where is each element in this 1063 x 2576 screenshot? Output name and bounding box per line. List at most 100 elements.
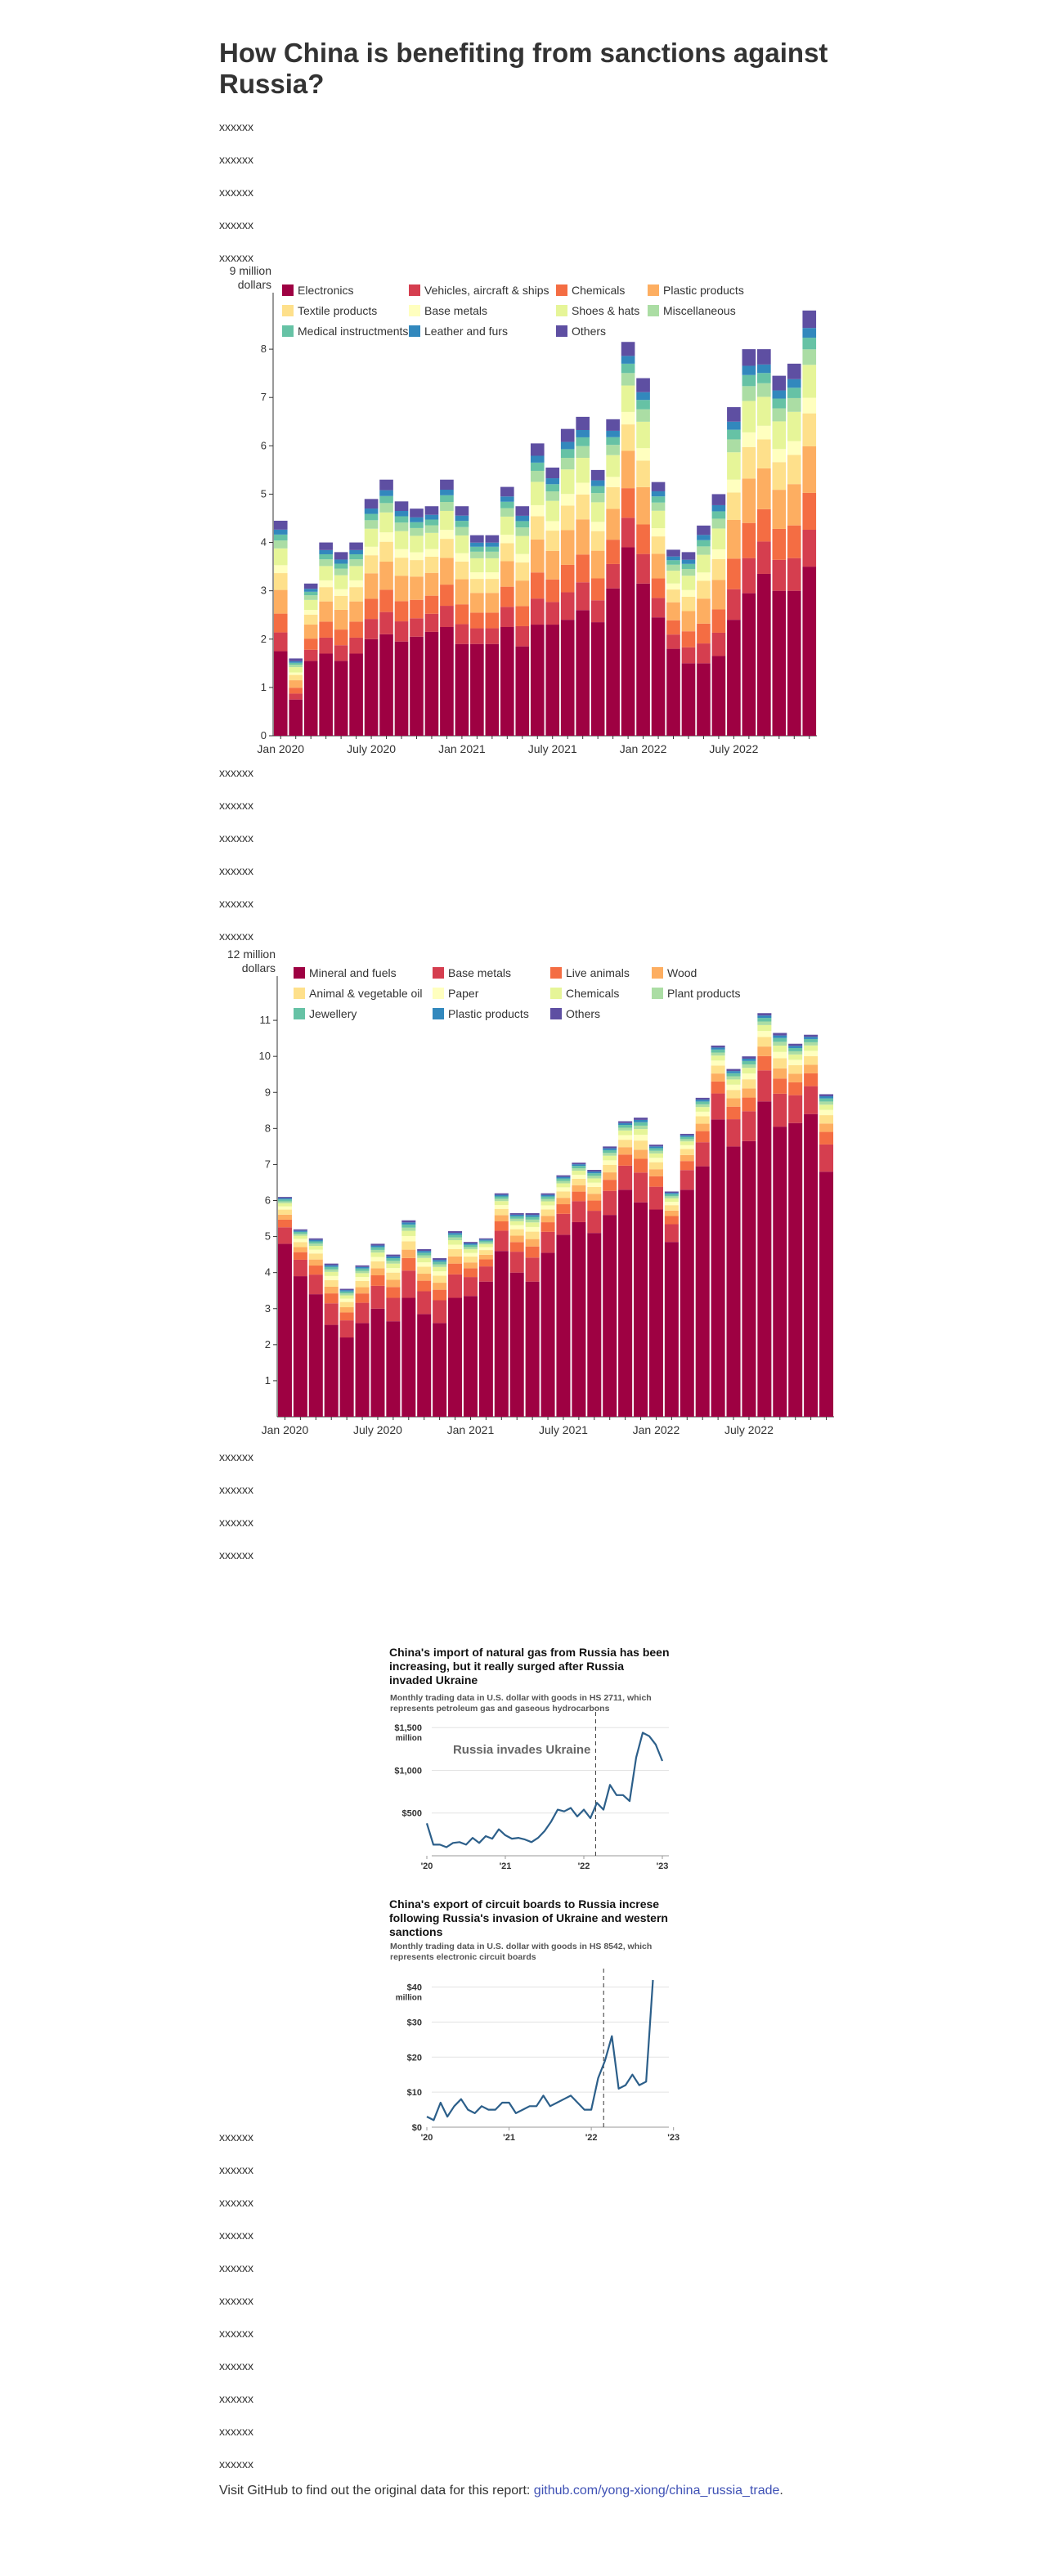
- bar-segment: [773, 1042, 787, 1046]
- bar-segment: [448, 1297, 463, 1417]
- bar-segment: [455, 521, 469, 527]
- bar-segment: [636, 409, 650, 422]
- bar-segment: [587, 1186, 602, 1194]
- bar-segment: [540, 1222, 555, 1232]
- event-annotation: Russia invades Ukraine: [453, 1743, 590, 1757]
- bar-segment: [540, 1231, 555, 1253]
- bar-segment: [787, 484, 801, 526]
- bar-segment: [319, 621, 333, 638]
- bar-segment: [386, 1258, 401, 1261]
- bar-segment: [386, 1321, 401, 1417]
- paragraph-4-3: xxxxxx: [219, 2196, 253, 2209]
- bar-segment: [364, 546, 379, 556]
- bar-segment: [773, 1035, 787, 1038]
- bar-segment: [273, 529, 288, 535]
- bar-segment: [666, 549, 680, 557]
- bar-segment: [802, 530, 817, 567]
- bar-segment: [666, 560, 680, 565]
- legend-swatch: [648, 284, 659, 296]
- bar-segment: [742, 1058, 756, 1061]
- legend-swatch: [409, 325, 420, 337]
- bar-segment: [560, 494, 575, 506]
- bar-segment: [560, 592, 575, 620]
- bar-segment: [424, 525, 439, 533]
- y-tick-label: 6: [261, 439, 267, 451]
- bar-segment: [410, 576, 424, 600]
- bar-segment: [509, 1218, 524, 1221]
- bar-segment: [773, 1051, 787, 1059]
- bar-segment: [742, 446, 756, 479]
- bar-segment: [494, 1193, 509, 1195]
- bar-segment: [448, 1239, 463, 1245]
- bar-segment: [695, 1104, 710, 1108]
- bar-segment: [590, 578, 605, 601]
- bar-segment: [277, 1209, 292, 1215]
- bar-segment: [515, 625, 530, 647]
- bar-segment: [433, 1261, 447, 1265]
- bar-segment: [711, 580, 726, 610]
- bar-segment: [273, 540, 288, 549]
- bar-segment: [417, 1251, 432, 1253]
- bar-segment: [788, 1060, 803, 1065]
- bar-segment: [802, 349, 817, 365]
- bar-segment: [742, 365, 756, 375]
- bar-segment: [308, 1294, 323, 1417]
- bar-segment: [293, 1252, 307, 1260]
- bar-segment: [289, 665, 303, 668]
- bar-segment: [433, 1260, 447, 1262]
- bar-segment: [556, 1191, 571, 1198]
- x-tick-label: '22: [585, 2133, 598, 2143]
- bar-segment: [636, 421, 650, 449]
- bar-segment: [424, 514, 439, 520]
- bar-segment: [515, 535, 530, 554]
- bar-segment: [773, 1093, 787, 1127]
- bar-segment: [463, 1243, 478, 1245]
- bar-segment: [379, 503, 393, 513]
- bar-segment: [727, 452, 741, 480]
- paragraph-2-2: xxxxxx: [219, 799, 253, 812]
- bar-segment: [606, 437, 620, 446]
- bar-segment: [293, 1231, 307, 1234]
- bar-segment: [308, 1249, 323, 1254]
- bar-segment: [545, 467, 560, 479]
- bar-segment: [478, 1250, 493, 1255]
- bar-segment: [494, 1230, 509, 1252]
- bar-segment: [386, 1268, 401, 1273]
- bar-segment: [424, 613, 439, 632]
- bar-segment: [727, 439, 741, 453]
- bar-segment: [515, 562, 530, 581]
- paragraph-4-8: xxxxxx: [219, 2359, 253, 2372]
- bar-segment: [757, 508, 771, 542]
- bar-segment: [339, 1293, 354, 1296]
- bar-segment: [560, 469, 575, 495]
- bar-segment: [603, 1146, 617, 1149]
- bar-segment: [303, 614, 318, 625]
- bar-segment: [364, 528, 379, 547]
- bar-segment: [804, 1086, 819, 1114]
- bar-segment: [636, 378, 650, 392]
- bar-segment: [370, 1308, 385, 1417]
- bar-segment: [289, 693, 303, 700]
- bar-segment: [293, 1239, 307, 1243]
- bar-segment: [819, 1109, 834, 1116]
- bar-segment: [303, 610, 318, 615]
- x-tick-label: '23: [667, 2133, 680, 2143]
- y-tick-label: $40: [407, 1983, 422, 1993]
- bar-segment: [530, 516, 545, 540]
- bar-segment: [742, 558, 756, 594]
- bar-segment: [349, 653, 363, 736]
- github-link[interactable]: github.com/yong-xiong/china_russia_trade: [533, 2484, 780, 2498]
- bar-segment: [634, 1140, 648, 1150]
- bar-segment: [277, 1201, 292, 1203]
- x-tick-label: July 2021: [539, 1423, 588, 1436]
- bar-segment: [727, 589, 741, 620]
- bar-segment: [349, 580, 363, 588]
- bar-segment: [742, 1060, 756, 1064]
- paragraph-4-1: xxxxxx: [219, 2130, 253, 2144]
- y-tick-label: $10: [407, 2088, 422, 2098]
- bar-segment: [433, 1289, 447, 1301]
- bar-segment: [681, 563, 696, 569]
- bar-segment: [386, 1272, 401, 1280]
- bar-segment: [664, 1210, 679, 1216]
- y-axis-label-unit: dollars: [238, 278, 271, 291]
